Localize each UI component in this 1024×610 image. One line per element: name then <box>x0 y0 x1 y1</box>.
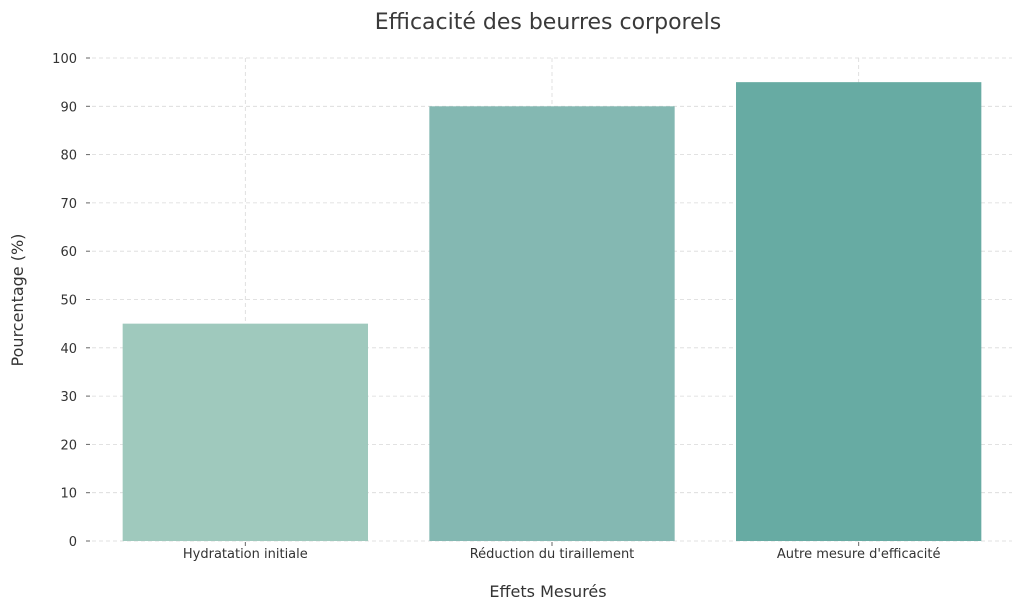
y-tick-label: 100 <box>52 52 77 67</box>
y-tick-label: 20 <box>60 438 77 453</box>
bar <box>122 323 369 541</box>
x-tick-label: Hydratation initiale <box>183 547 308 562</box>
y-tick-label: 70 <box>60 197 77 212</box>
chart-title: Efficacité des beurres corporels <box>375 10 721 35</box>
bar <box>429 106 675 542</box>
y-axis-label: Pourcentage (%) <box>8 234 27 367</box>
y-tick-label: 50 <box>60 294 77 309</box>
ticks-layer: 0 10 20 30 40 50 60 70 80 90 100 Hydratation initia… <box>52 52 940 562</box>
y-tick-label: 0 <box>69 535 77 550</box>
bars-layer <box>122 82 982 542</box>
y-tick-label: 40 <box>60 342 77 357</box>
bar <box>736 82 982 542</box>
y-tick-label: 60 <box>60 245 77 260</box>
x-axis-label: Effets Mesurés <box>489 582 606 601</box>
y-tick-label: 10 <box>60 487 77 502</box>
y-tick-label: 30 <box>60 390 77 405</box>
x-tick-label: Autre mesure d'efficacité <box>777 547 941 562</box>
y-tick-label: 80 <box>60 149 77 164</box>
x-tick-label: Réduction du tiraillement <box>470 547 635 562</box>
y-tick-label: 90 <box>60 100 77 115</box>
